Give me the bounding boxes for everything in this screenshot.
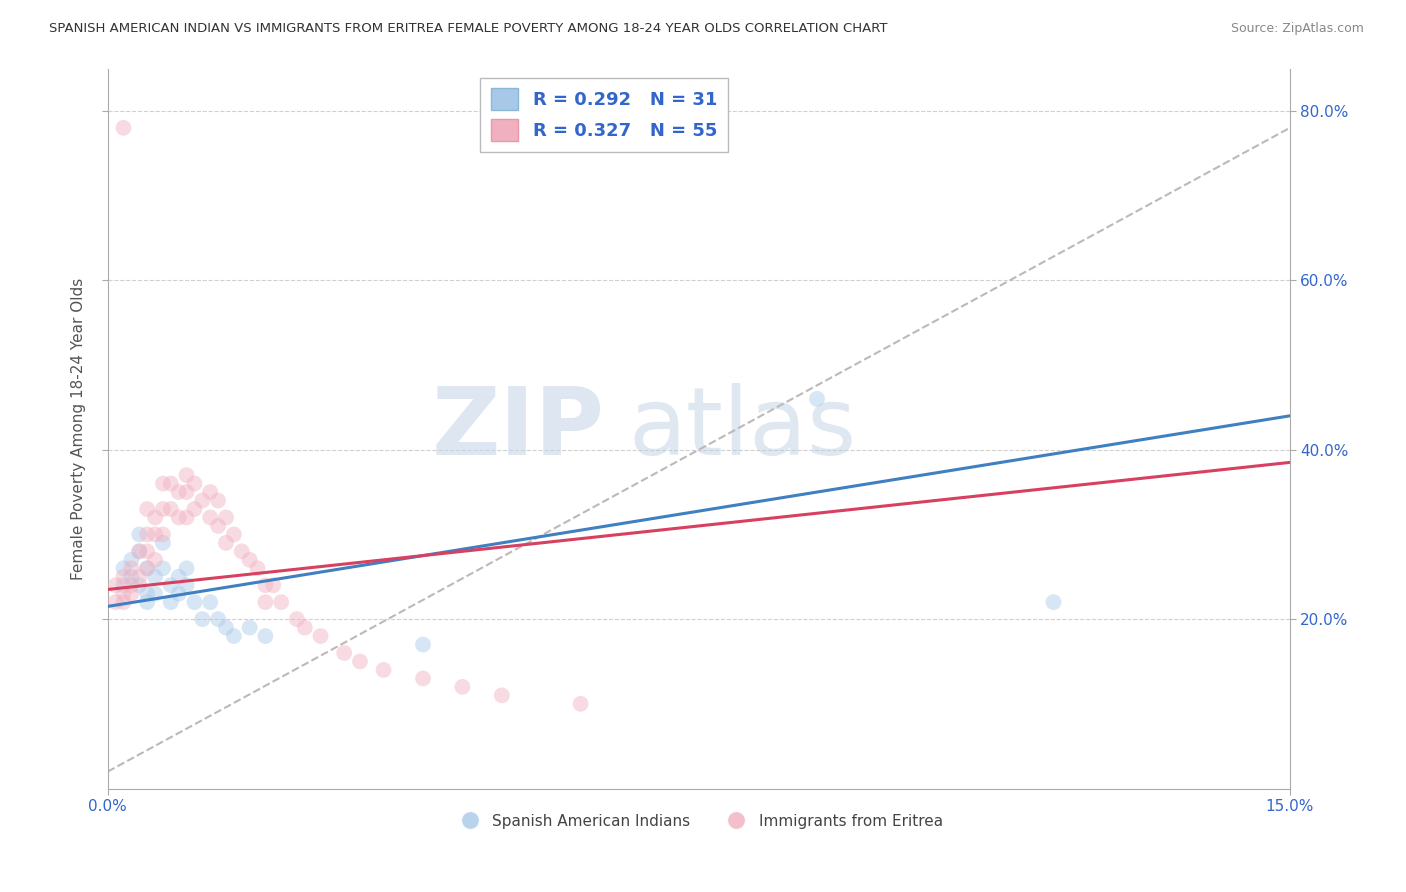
Point (143, 553, 166, 567)
Point (231, 544, 253, 558)
Point (491, 689, 513, 703)
Point (412, 638, 434, 652)
Point (152, 502, 174, 516)
Point (254, 629, 277, 643)
Point (451, 680, 474, 694)
Point (112, 587, 135, 601)
Point (112, 595, 135, 609)
Point (239, 553, 262, 567)
Point (143, 570, 166, 584)
Point (136, 561, 159, 575)
Point (412, 672, 434, 686)
Point (569, 697, 592, 711)
Point (200, 485, 222, 500)
Point (167, 587, 190, 601)
Point (373, 663, 395, 677)
Point (120, 561, 142, 575)
Point (207, 493, 229, 508)
Point (143, 527, 166, 541)
Point (246, 561, 269, 575)
Point (176, 485, 198, 500)
Point (136, 595, 159, 609)
Point (215, 536, 238, 550)
Point (262, 578, 284, 592)
Point (159, 578, 181, 592)
Point (1042, 595, 1064, 609)
Point (112, 120, 135, 135)
Point (152, 527, 174, 541)
Point (285, 612, 308, 626)
Point (112, 561, 135, 575)
Point (136, 502, 159, 516)
Point (104, 578, 127, 592)
Point (136, 527, 159, 541)
Point (120, 578, 142, 592)
Point (136, 587, 159, 601)
Point (254, 595, 277, 609)
Point (143, 510, 166, 524)
Point (191, 493, 214, 508)
Point (159, 595, 181, 609)
Point (176, 468, 198, 483)
Point (120, 587, 142, 601)
Point (176, 561, 198, 575)
Point (120, 553, 142, 567)
Point (128, 544, 150, 558)
Point (191, 612, 214, 626)
Point (200, 595, 222, 609)
Point (207, 612, 229, 626)
Point (128, 527, 150, 541)
Point (159, 476, 181, 491)
Point (143, 587, 166, 601)
Point (254, 578, 277, 592)
Point (200, 510, 222, 524)
Point (128, 570, 150, 584)
Point (349, 655, 371, 669)
Point (104, 595, 127, 609)
Point (167, 485, 190, 500)
Legend: Spanish American Indians, Immigrants from Eritrea: Spanish American Indians, Immigrants fro… (449, 807, 949, 835)
Point (215, 621, 238, 635)
Point (333, 646, 356, 660)
Text: SPANISH AMERICAN INDIAN VS IMMIGRANTS FROM ERITREA FEMALE POVERTY AMONG 18-24 YE: SPANISH AMERICAN INDIAN VS IMMIGRANTS FR… (49, 22, 887, 36)
Point (136, 561, 159, 575)
Point (152, 561, 174, 575)
Point (159, 502, 181, 516)
Point (167, 570, 190, 584)
Point (176, 578, 198, 592)
Text: atlas: atlas (628, 383, 856, 475)
Point (309, 629, 332, 643)
Point (136, 544, 159, 558)
Point (112, 570, 135, 584)
Y-axis label: Female Poverty Among 18-24 Year Olds: Female Poverty Among 18-24 Year Olds (72, 277, 86, 580)
Point (183, 476, 205, 491)
Point (183, 595, 205, 609)
Point (294, 621, 316, 635)
Text: Source: ZipAtlas.com: Source: ZipAtlas.com (1230, 22, 1364, 36)
Point (806, 392, 828, 406)
Point (183, 502, 205, 516)
Point (128, 578, 150, 592)
Point (167, 510, 190, 524)
Point (207, 519, 229, 533)
Point (222, 527, 245, 541)
Point (152, 476, 174, 491)
Point (128, 544, 150, 558)
Point (176, 510, 198, 524)
Text: ZIP: ZIP (432, 383, 605, 475)
Point (112, 578, 135, 592)
Point (215, 510, 238, 524)
Point (222, 629, 245, 643)
Point (239, 621, 262, 635)
Point (270, 595, 292, 609)
Point (152, 536, 174, 550)
Point (120, 570, 142, 584)
